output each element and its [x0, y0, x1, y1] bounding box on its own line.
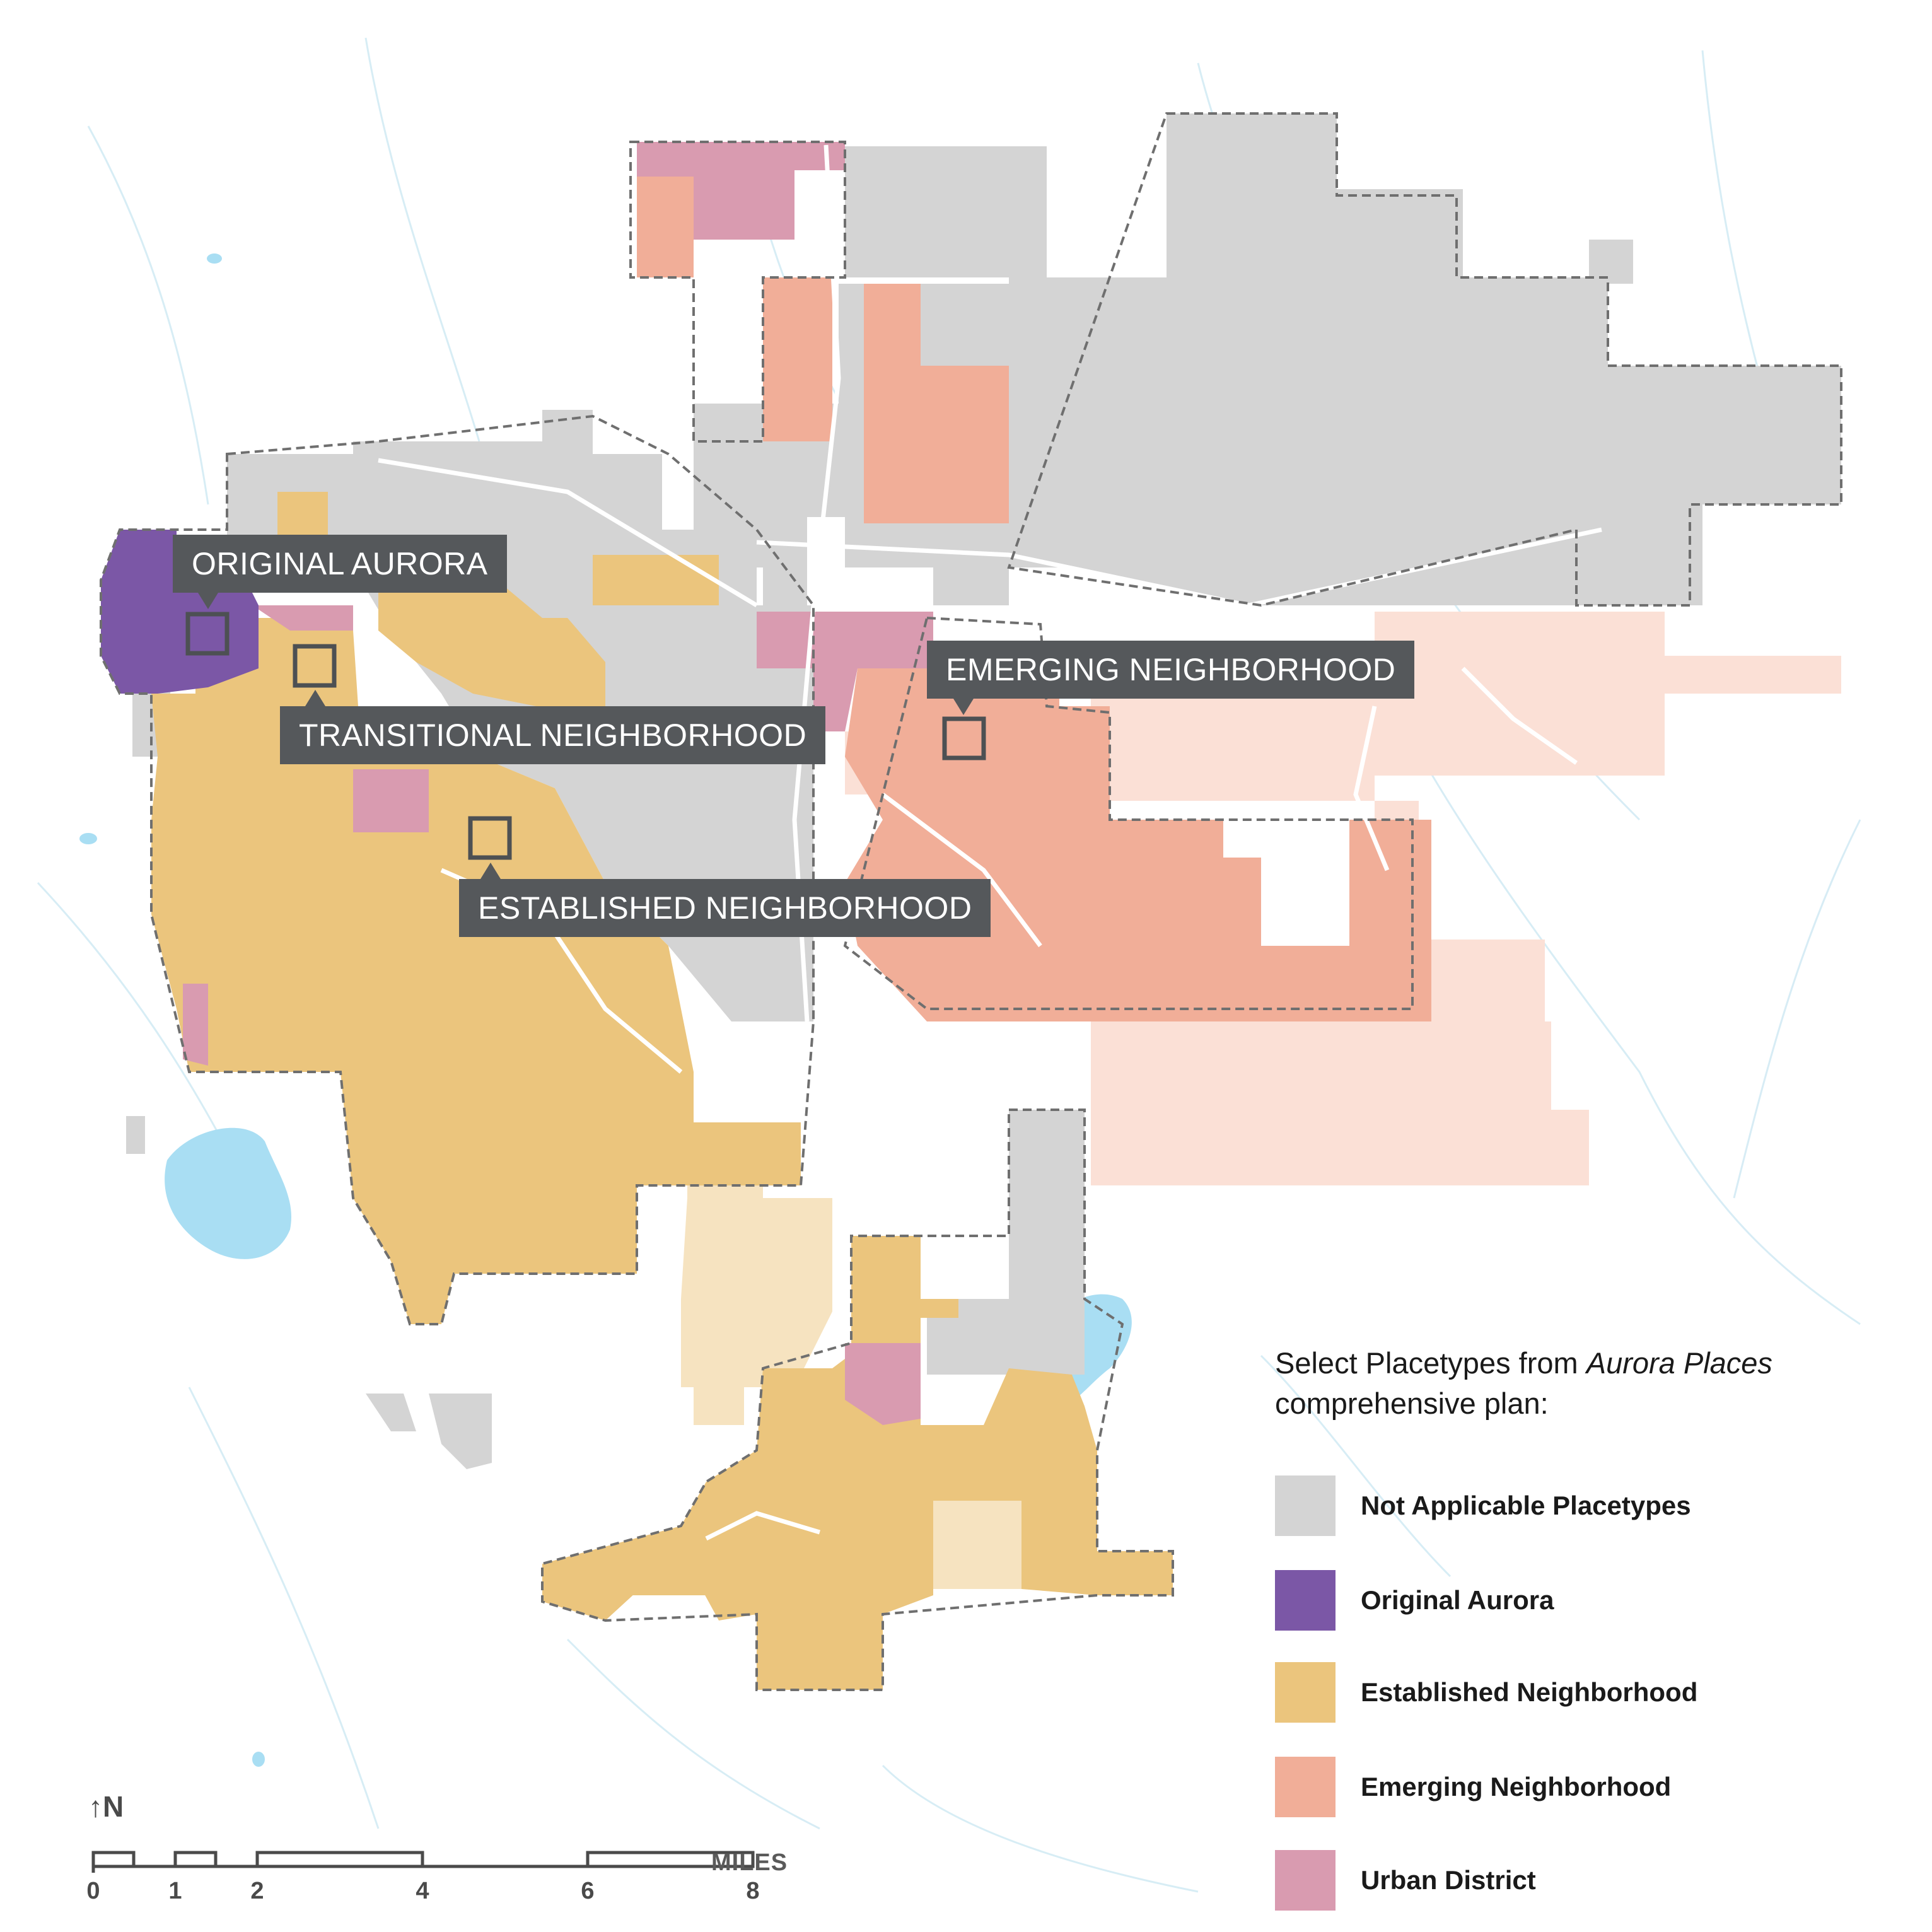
scale-tick-label: 8 — [746, 1878, 760, 1904]
callout-original-aurora: ORIGINAL AURORA — [173, 535, 507, 609]
legend-swatch — [1275, 1475, 1336, 1536]
legend-item-label: Not Applicable Placetypes — [1361, 1491, 1691, 1520]
scale-unit-label: MILES — [711, 1849, 788, 1876]
locator-emerging — [942, 716, 986, 760]
legend-title-italic: Aurora Places — [1586, 1346, 1772, 1380]
callout-pointer — [198, 593, 218, 609]
legend-item-original-aurora: Original Aurora — [1275, 1570, 1842, 1631]
locator-established — [468, 816, 512, 860]
legend-swatch — [1275, 1850, 1336, 1911]
scale-tick-label: 1 — [168, 1878, 182, 1904]
legend: Select Placetypes from Aurora Places comp… — [1275, 1343, 1880, 1911]
legend-item-not-applicable: Not Applicable Placetypes — [1275, 1475, 1842, 1536]
callout-pointer — [953, 699, 974, 715]
legend-item-urban-district: Urban District — [1275, 1850, 1842, 1911]
scale-tick-label: 2 — [250, 1878, 264, 1904]
callout-pointer — [480, 863, 501, 879]
emerging-areas — [637, 177, 1431, 1021]
callout-emerging: EMERGING NEIGHBORHOOD — [927, 641, 1415, 715]
established-light-areas — [681, 1122, 1021, 1589]
callout-established-label: ESTABLISHED NEIGHBORHOOD — [478, 890, 972, 926]
legend-title-prefix: Select Placetypes from — [1275, 1346, 1586, 1380]
north-arrow: ↑N — [88, 1789, 124, 1824]
urban-district-areas — [183, 142, 933, 1425]
locator-boxes — [185, 612, 986, 860]
scale-tick-label: 4 — [416, 1878, 429, 1904]
callout-transitional: TRANSITIONAL NEIGHBORHOOD — [280, 690, 826, 764]
legend-item-label: Emerging Neighborhood — [1361, 1772, 1672, 1801]
scale-tick-label: 0 — [86, 1878, 100, 1904]
legend-swatch — [1275, 1570, 1336, 1631]
legend-item-label: Original Aurora — [1361, 1585, 1554, 1615]
locator-original-aurora — [185, 612, 230, 656]
legend-item-emerging: Emerging Neighborhood — [1275, 1757, 1842, 1817]
lake-west — [165, 1127, 291, 1259]
legend-item-label: Urban District — [1361, 1865, 1536, 1895]
callout-transitional-label: TRANSITIONAL NEIGHBORHOOD — [299, 718, 807, 753]
legend-item-label: Established Neighborhood — [1361, 1677, 1698, 1707]
arrow-up-icon: ↑ — [88, 1790, 103, 1823]
callout-pointer — [305, 690, 325, 706]
legend-title-suffix: comprehensive plan: — [1275, 1387, 1549, 1420]
north-label: N — [103, 1790, 124, 1823]
callout-established: ESTABLISHED NEIGHBORHOOD — [459, 863, 991, 937]
callout-emerging-label: EMERGING NEIGHBORHOOD — [946, 652, 1396, 687]
legend-title: Select Placetypes from Aurora Places comp… — [1275, 1343, 1880, 1424]
scale-tick-label: 6 — [581, 1878, 595, 1904]
scale-bar-line — [91, 1851, 755, 1873]
legend-swatch — [1275, 1757, 1336, 1817]
legend-item-established: Established Neighborhood — [1275, 1662, 1842, 1723]
locator-transitional — [293, 644, 337, 688]
legend-swatch — [1275, 1662, 1336, 1723]
callout-original-aurora-label: ORIGINAL AURORA — [192, 546, 488, 581]
scale-bar: 0 1 2 4 6 8 — [82, 1848, 807, 1911]
